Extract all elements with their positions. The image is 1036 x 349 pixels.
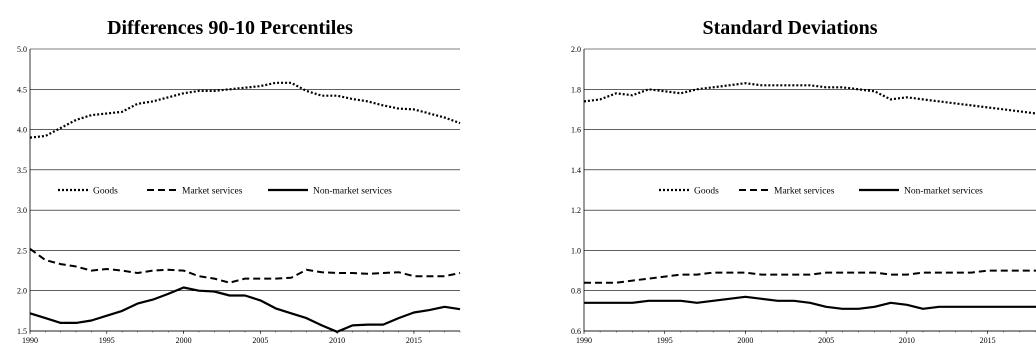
y-tick-label: 3.5 <box>17 166 27 175</box>
y-tick-label: 1.5 <box>17 327 27 336</box>
series-line-market-services <box>584 269 1036 284</box>
x-tick-label: 2000 <box>176 336 192 345</box>
y-tick-label: 0.8 <box>571 287 581 296</box>
chart-title: Differences 90-10 Percentiles <box>107 17 353 39</box>
x-tick-label: 1995 <box>657 336 673 345</box>
series-line-goods <box>29 81 461 139</box>
y-tick-label: 0.6 <box>571 327 581 336</box>
y-tick-label: 2.0 <box>17 287 27 296</box>
x-tick-label: 1995 <box>99 336 115 345</box>
y-tick-label: 1.8 <box>571 85 581 94</box>
series-line-non-market-services <box>29 286 461 333</box>
legend-label: Market services <box>774 187 835 197</box>
x-tick-label: 1990 <box>576 336 592 345</box>
y-tick-label: 1.2 <box>571 206 581 215</box>
legend-label: Goods <box>694 187 719 197</box>
chart-svg-percentiles: 1.5 2.0 2.5 3.0 3.5 4.0 4.5 5.0 1990 1995 2000 2005… <box>17 45 461 345</box>
y-tick-label: 2.5 <box>17 246 27 255</box>
series-line-goods <box>583 82 1036 115</box>
chart-panel-percentiles: Differences 90-10 Percentiles 1.5 2.0 2.5 3… <box>0 0 461 349</box>
y-tick-label: 1.4 <box>571 166 581 175</box>
y-tick-label: 2.0 <box>571 45 581 54</box>
chart-panel-std-dev: Standard Deviations 0.6 0.8 1.0 1.2 1.4 1.6 1.… <box>560 0 1036 349</box>
series-line-non-market-services <box>584 295 1036 310</box>
legend-label: Non-market services <box>904 187 983 197</box>
series-line-market-services <box>29 247 461 284</box>
x-tick-label: 2005 <box>818 336 834 345</box>
chart-svg-std-dev: 0.6 0.8 1.0 1.2 1.4 1.6 1.8 2.0 1990 1995 2000 2005… <box>571 45 1036 345</box>
y-tick-label: 4.0 <box>17 126 27 135</box>
x-tick-label: 2015 <box>406 336 422 345</box>
y-tick-label: 4.5 <box>17 85 27 94</box>
x-tick-label: 2010 <box>329 336 345 345</box>
legend-label: Market services <box>182 187 243 197</box>
y-tick-label: 1.0 <box>571 246 581 255</box>
x-tick-label: 2015 <box>980 336 996 345</box>
y-tick-label: 3.0 <box>17 206 27 215</box>
legend-label: Non-market services <box>313 187 392 197</box>
chart-title: Standard Deviations <box>702 17 878 39</box>
x-tick-label: 2000 <box>737 336 753 345</box>
y-tick-label: 5.0 <box>17 45 27 54</box>
x-tick-label: 2010 <box>899 336 915 345</box>
x-tick-label: 1990 <box>22 336 38 345</box>
x-tick-label: 2005 <box>252 336 268 345</box>
y-tick-label: 1.6 <box>571 126 581 135</box>
legend-label: Goods <box>93 187 118 197</box>
